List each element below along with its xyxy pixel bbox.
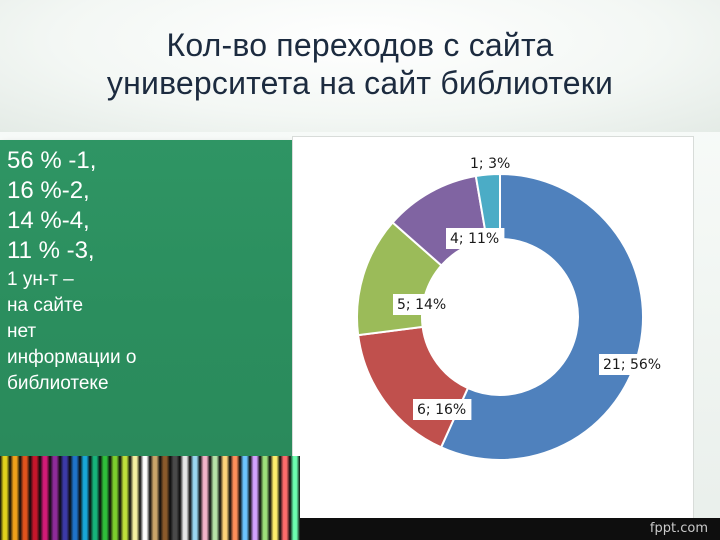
pencil-decoration	[290, 456, 300, 540]
summary-line: 16 %-2,	[7, 177, 90, 204]
pencil-decoration	[160, 456, 170, 540]
note-line: нет	[7, 321, 37, 342]
pencil-decoration	[120, 456, 130, 540]
pencil-decoration	[10, 456, 20, 540]
summary-text: 56 % -1, 16 %-2, 14 %-4, 11 % -3, 1 ун-т…	[7, 146, 287, 396]
data-label-2: 6; 16%	[417, 402, 466, 418]
note-line: на сайте	[7, 295, 84, 316]
footer-strip	[300, 518, 720, 540]
data-label-5: 1; 3%	[470, 156, 510, 172]
pencil-decoration	[240, 456, 250, 540]
data-label-background	[599, 354, 666, 375]
data-label-1: 21; 56%	[603, 357, 661, 373]
doughnut-slice-1	[439, 172, 644, 461]
pencil-decoration	[30, 456, 40, 540]
pencil-decoration	[200, 456, 210, 540]
pencil-decoration	[80, 456, 90, 540]
title-line-2: университета на сайт библиотеки	[106, 65, 614, 101]
pencil-decoration	[40, 456, 50, 540]
data-label-background	[413, 399, 472, 420]
summary-line: 14 %-4,	[7, 207, 90, 234]
pencil-decoration	[100, 456, 110, 540]
summary-panel	[0, 140, 292, 458]
pencil-decoration	[190, 456, 200, 540]
pencil-decoration	[280, 456, 290, 540]
pencil-decoration	[60, 456, 70, 540]
pencil-decoration	[0, 456, 10, 540]
pencil-decoration	[230, 456, 240, 540]
pencil-decoration	[90, 456, 100, 540]
pencil-decoration	[130, 456, 140, 540]
title-line-1: Кол-во переходов с сайта	[166, 27, 554, 63]
summary-line: 11 % -3,	[7, 237, 95, 264]
pencil-decoration	[260, 456, 270, 540]
pencil-decoration	[50, 456, 60, 540]
data-label-background	[446, 228, 505, 249]
pencil-decoration	[20, 456, 30, 540]
data-label-background	[466, 153, 516, 174]
data-label-3: 5; 14%	[397, 297, 446, 313]
note-line: информации о	[7, 347, 137, 368]
data-label-background	[393, 294, 452, 315]
doughnut-chart-svg: 21; 56% 6; 16% 5; 14% 4; 11% 1; 3%	[356, 153, 666, 461]
slide-title: Кол-во переходов с сайта университета на…	[20, 26, 700, 102]
data-label-4: 4; 11%	[450, 231, 499, 247]
watermark: fppt.com	[649, 521, 708, 536]
pencil-decoration	[250, 456, 260, 540]
pencil-decoration	[270, 456, 280, 540]
pencil-decoration	[170, 456, 180, 540]
pencils-decoration	[0, 456, 300, 540]
note-line: 1 ун-т –	[7, 269, 74, 290]
doughnut-chart: 21; 56% 6; 16% 5; 14% 4; 11% 1; 3%	[292, 136, 694, 522]
note-line: библиотеке	[7, 373, 109, 394]
pencil-decoration	[150, 456, 160, 540]
pencil-decoration	[210, 456, 220, 540]
pencil-decoration	[180, 456, 190, 540]
pencil-decoration	[70, 456, 80, 540]
pencil-decoration	[110, 456, 120, 540]
header-band	[0, 0, 720, 132]
summary-line: 56 % -1,	[7, 147, 97, 174]
pencil-decoration	[140, 456, 150, 540]
pencil-decoration	[220, 456, 230, 540]
